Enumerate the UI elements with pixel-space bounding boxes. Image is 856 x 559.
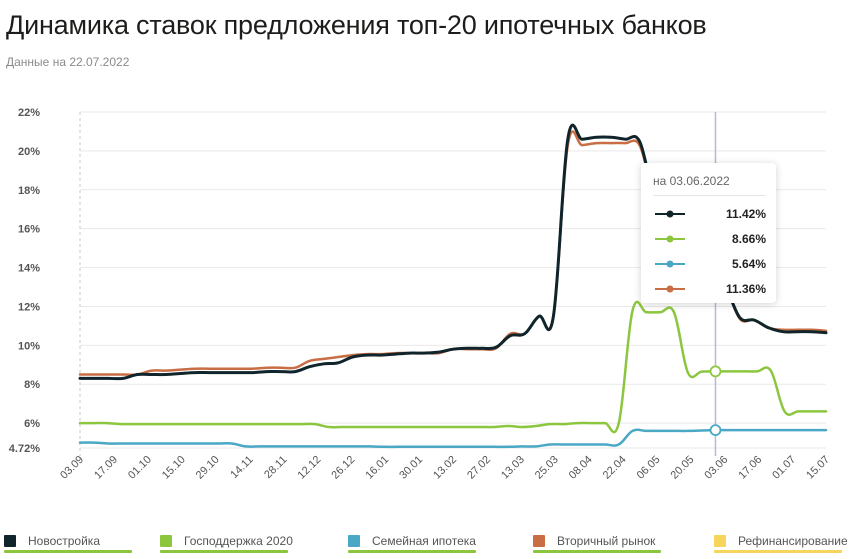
tooltip-value: 8.66% [731, 232, 766, 246]
y-tick-label: 14% [18, 263, 40, 275]
y-tick-label: 6% [24, 418, 40, 430]
legend-item-semeynaya[interactable]: Семейная ипотека [348, 530, 498, 554]
x-tick-label: 17.06 [736, 454, 764, 482]
x-tick-label: 06.05 [635, 454, 663, 482]
x-tick-label: 17.09 [92, 454, 120, 482]
tooltip-divider [653, 195, 766, 196]
chart-subtitle: Данные на 22.07.2022 [6, 55, 130, 69]
x-tick-label: 08.04 [567, 454, 595, 482]
legend-swatch [714, 535, 726, 547]
x-tick-label: 28.11 [262, 454, 289, 481]
x-tick-label: 22.04 [601, 454, 629, 482]
x-tick-label: 16.01 [363, 454, 391, 482]
tooltip-value: 5.64% [731, 257, 766, 271]
legend-underline [160, 550, 288, 553]
legend-label: Господдержка 2020 [184, 534, 293, 548]
series-line-semeynaya[interactable] [78, 428, 828, 449]
chart-title: Динамика ставок предложения топ-20 ипоте… [6, 10, 707, 40]
x-tick-label: 01.10 [126, 454, 154, 482]
y-tick-label: 20% [18, 146, 40, 158]
x-tick-label: 29.10 [194, 454, 222, 482]
y-tick-label: 12% [18, 301, 40, 313]
series-line-gospodderzhka[interactable] [78, 300, 828, 434]
x-tick-label: 15.10 [160, 454, 188, 482]
x-tick-label: 13.02 [431, 454, 459, 482]
legend-label: Вторичный рынок [557, 534, 656, 548]
tooltip-value: 11.36% [725, 282, 766, 296]
y-tick-label: 18% [18, 185, 40, 197]
legend-swatch [4, 535, 16, 547]
legend-swatch [348, 535, 360, 547]
legend-underline [348, 550, 476, 553]
x-tick-label: 13.03 [499, 454, 527, 482]
x-tick-label: 14.11 [228, 454, 255, 481]
legend-item-refinansirovanie[interactable]: Рефинансирование [714, 530, 856, 554]
legend-item-gospodderzhka[interactable]: Господдержка 2020 [160, 530, 310, 554]
series-marker-icon [655, 260, 685, 268]
x-tick-label: 03.09 [58, 454, 86, 482]
x-tick-label: 03.06 [702, 454, 730, 482]
series-marker-icon [655, 235, 685, 243]
x-tick-label: 25.03 [533, 454, 561, 482]
hover-marker [709, 424, 722, 437]
tooltip-row-gospodderzhka: 8.66% [653, 231, 766, 247]
tooltip-row-vtorichny: 11.36% [653, 281, 766, 297]
legend-swatch [533, 535, 545, 547]
hover-marker [709, 365, 722, 378]
x-tick-label: 01.07 [770, 454, 798, 482]
chart-legend: Новостройка Господдержка 2020 Семейная и… [0, 530, 856, 554]
chart-tooltip: на 03.06.2022 11.42% 8.66% 5.64% 11.36% [641, 163, 776, 303]
tooltip-row-semeynaya: 5.64% [653, 256, 766, 272]
tooltip-row-novostroyka: 11.42% [653, 206, 766, 222]
x-tick-label: 15.07 [804, 454, 832, 482]
y-tick-label: 4.72% [9, 443, 40, 455]
legend-item-novostroyka[interactable]: Новостройка [4, 530, 154, 554]
legend-label: Семейная ипотека [372, 534, 476, 548]
x-tick-label: 20.05 [669, 454, 697, 482]
legend-item-vtorichny[interactable]: Вторичный рынок [533, 530, 683, 554]
y-tick-label: 16% [18, 224, 40, 236]
legend-underline [714, 550, 842, 553]
x-tick-label: 30.01 [397, 454, 425, 482]
legend-label: Новостройка [28, 534, 100, 548]
x-tick-label: 26.12 [329, 454, 357, 482]
y-tick-label: 22% [18, 107, 40, 119]
tooltip-value: 11.42% [725, 207, 766, 221]
x-tick-label: 12.12 [296, 454, 324, 482]
y-tick-label: 10% [18, 340, 40, 352]
legend-swatch [160, 535, 172, 547]
legend-underline [533, 550, 661, 553]
series-marker-icon [655, 285, 685, 293]
legend-label: Рефинансирование [738, 534, 848, 548]
series-marker-icon [655, 210, 685, 218]
legend-underline [4, 550, 132, 553]
x-tick-label: 27.02 [465, 454, 493, 482]
tooltip-date: на 03.06.2022 [653, 174, 730, 188]
y-tick-label: 8% [24, 379, 40, 391]
